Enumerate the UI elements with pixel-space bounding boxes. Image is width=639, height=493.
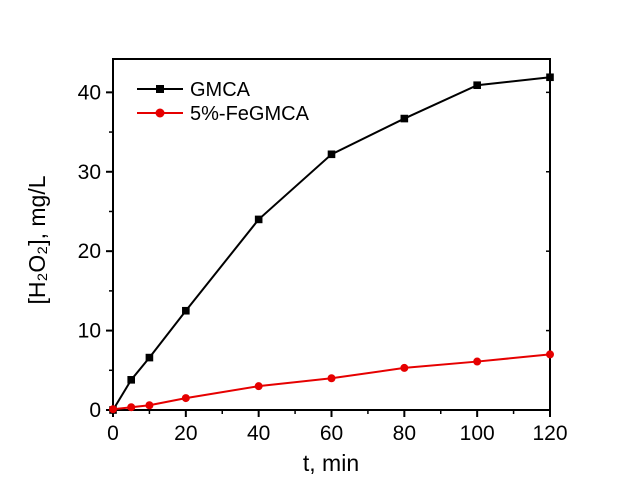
x-axis-title: t, min: [303, 450, 359, 476]
legend-label: GMCA: [190, 79, 251, 101]
x-tick-label: 100: [460, 422, 495, 445]
data-point: [145, 353, 154, 362]
data-point: [473, 357, 482, 366]
data-point: [254, 215, 263, 224]
x-tick-label: 80: [393, 422, 416, 445]
data-point: [145, 401, 154, 410]
data-point: [400, 363, 409, 372]
data-point: [473, 81, 481, 90]
legend-label: 5%-FeGMCA: [190, 103, 310, 125]
plot-frame: [112, 58, 551, 411]
data-point: [182, 306, 190, 315]
x-tick-label: 120: [532, 422, 567, 445]
y-axis-title: [H₂O₂], mg/L: [24, 175, 50, 304]
data-point: [109, 405, 117, 414]
y-tick-label: 30: [78, 161, 101, 184]
data-point: [327, 150, 336, 159]
x-tick-label: 20: [174, 422, 197, 445]
y-tick-label: 0: [89, 399, 101, 422]
x-tick-label: 40: [247, 422, 270, 445]
y-tick-label: 40: [78, 81, 101, 104]
data-point: [127, 376, 136, 384]
data-point: [400, 114, 409, 123]
data-point: [181, 394, 190, 403]
x-tick-label: 0: [107, 422, 119, 445]
data-point: [327, 374, 336, 383]
data-point: [127, 403, 136, 412]
y-tick-label: 10: [78, 320, 101, 343]
data-point: [546, 350, 554, 359]
y-tick-label: 20: [78, 240, 101, 263]
x-tick-label: 60: [320, 422, 343, 445]
legend-marker: [156, 85, 164, 93]
legend-marker: [155, 108, 165, 118]
data-point: [546, 73, 554, 82]
data-point: [254, 382, 263, 391]
